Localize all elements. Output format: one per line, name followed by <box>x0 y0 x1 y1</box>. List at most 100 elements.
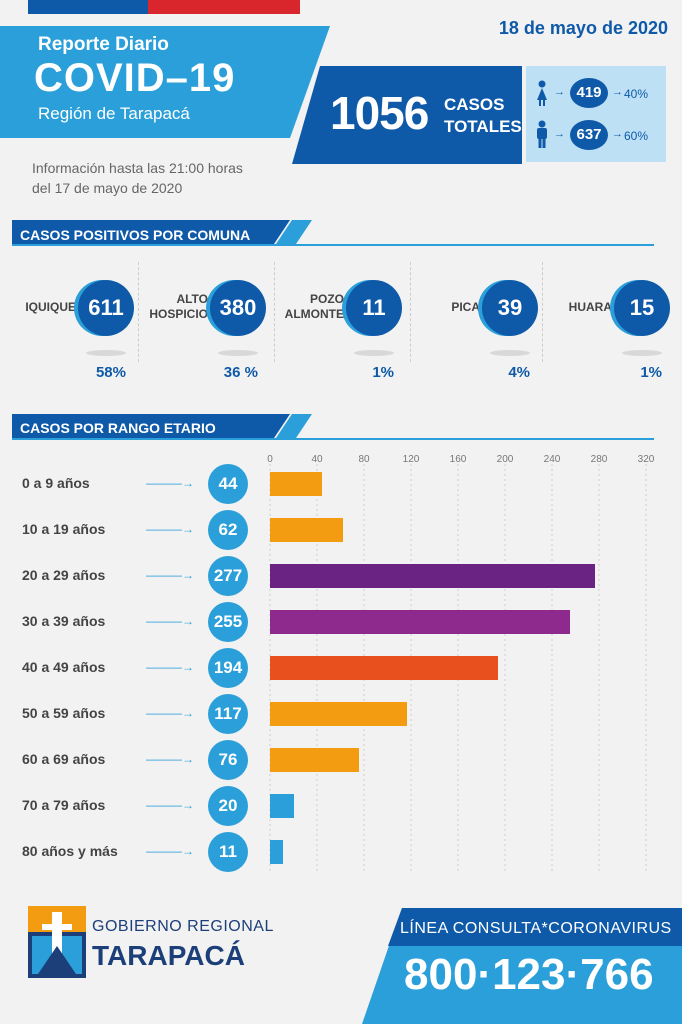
info-line-1: Información hasta las 21:00 horas <box>32 160 243 176</box>
total-cases-number: 1056 <box>330 87 429 139</box>
total-cases-label-2: TOTALES <box>444 117 522 136</box>
age-section-bar <box>12 414 654 440</box>
comuna-name-line1: IQUIQUE <box>25 300 76 314</box>
age-range-label: 40 a 49 años <box>22 659 106 675</box>
comuna-divider <box>410 262 412 362</box>
age-range-label: 0 a 9 años <box>22 475 90 491</box>
comuna-shadow <box>354 350 394 356</box>
comuna-card: ALTO HOSPICIO 380 36 % <box>146 272 266 382</box>
x-tick-label: 320 <box>637 454 655 465</box>
x-tick-label: 200 <box>496 454 514 465</box>
x-tick-label: 240 <box>543 454 561 465</box>
flag-stripe-red <box>148 0 300 14</box>
age-arrow: ———→ <box>146 706 194 720</box>
age-bar <box>270 472 322 496</box>
comuna-pct: 4% <box>508 364 530 381</box>
comuna-pct: 58% <box>95 364 126 381</box>
age-range-label: 50 a 59 años <box>22 705 106 721</box>
age-arrow: ———→ <box>146 798 194 812</box>
comuna-shadow <box>86 350 126 356</box>
report-date: 18 de mayo de 2020 <box>498 18 668 38</box>
age-bar <box>270 610 570 634</box>
age-count: 44 <box>208 464 248 504</box>
comuna-name: POZO ALMONTE <box>274 292 344 322</box>
tarapaca-coat-of-arms-icon <box>28 906 86 978</box>
hotline-label: LÍNEA CONSULTA*CORONAVIRUS <box>400 920 672 937</box>
female-arrow: → <box>554 86 565 98</box>
age-range-label: 30 a 39 años <box>22 613 106 629</box>
age-count: 277 <box>208 556 248 596</box>
male-count: 637 <box>570 120 608 150</box>
x-tick-label: 80 <box>358 454 370 465</box>
age-range-label: 60 a 69 años <box>22 751 106 767</box>
x-tick-label: 0 <box>267 454 273 465</box>
age-bar <box>270 840 283 864</box>
header-background <box>0 26 522 164</box>
male-arrow: → <box>554 128 565 140</box>
age-count: 194 <box>208 648 248 688</box>
age-count: 117 <box>208 694 248 734</box>
age-count: 255 <box>208 602 248 642</box>
comuna-name: PICA <box>410 300 480 315</box>
age-bar <box>270 702 408 726</box>
age-count: 76 <box>208 740 248 780</box>
age-range-label: 70 a 79 años <box>22 797 106 813</box>
comuna-card: POZO ALMONTE 11 1% <box>282 272 402 382</box>
comuna-name-line1: PICA <box>451 300 480 314</box>
age-bar <box>270 564 596 588</box>
age-arrow: ———→ <box>146 522 194 536</box>
comuna-name: HUARA <box>542 300 612 315</box>
comuna-pct: 1% <box>640 364 662 381</box>
comuna-count: 15 <box>614 280 670 336</box>
hotline-number[interactable]: 800·123·766 <box>404 950 654 999</box>
age-arrow: ———→ <box>146 752 194 766</box>
age-arrow: ———→ <box>146 660 194 674</box>
age-arrow: ———→ <box>146 568 194 582</box>
comuna-count: 11 <box>346 280 402 336</box>
age-section-title: CASOS POR RANGO ETARIO <box>20 420 216 436</box>
comuna-name: ALTO HOSPICIO <box>138 292 208 322</box>
female-pct: 40% <box>624 87 649 101</box>
total-cases-label: CASOS TOTALES <box>444 94 522 138</box>
x-tick-label: 120 <box>402 454 420 465</box>
age-count: 11 <box>208 832 248 872</box>
age-bar <box>270 518 343 542</box>
male-pct-arrow: → <box>612 128 623 140</box>
gov-name-big: TARAPACÁ <box>92 940 245 971</box>
report-label: Reporte Diario <box>38 34 169 55</box>
age-count: 62 <box>208 510 248 550</box>
comuna-pct: 36 % <box>223 364 258 381</box>
age-arrow: ———→ <box>146 476 194 490</box>
comuna-shadow <box>622 350 662 356</box>
age-range-label: 20 a 29 años <box>22 567 106 583</box>
comuna-name-line1: HUARA <box>568 300 612 314</box>
comuna-divider <box>274 262 276 362</box>
comuna-pct: 1% <box>372 364 394 381</box>
gender-breakdown: → 419 → 40% → 637 → 60% <box>526 66 666 162</box>
age-arrow: ———→ <box>146 844 194 858</box>
comuna-name-line2: ALMONTE <box>284 307 344 321</box>
comuna-shadow <box>218 350 258 356</box>
phone-box-bg <box>362 908 682 1024</box>
comuna-shadow <box>490 350 530 356</box>
total-cases-label-1: CASOS <box>444 95 505 114</box>
comuna-card: IQUIQUE 611 58% <box>14 272 134 382</box>
female-count: 419 <box>570 78 608 108</box>
male-pct: 60% <box>624 129 649 143</box>
comuna-divider <box>542 262 544 362</box>
comunas-section-bar <box>12 220 654 246</box>
comuna-divider <box>138 262 140 362</box>
age-bar <box>270 794 294 818</box>
comuna-name: IQUIQUE <box>6 300 76 315</box>
x-tick-label: 160 <box>449 454 467 465</box>
age-arrow: ———→ <box>146 614 194 628</box>
gov-name-small: GOBIERNO REGIONAL <box>92 918 274 935</box>
age-bar <box>270 748 360 772</box>
comuna-name-line2: HOSPICIO <box>149 307 208 321</box>
comuna-count: 380 <box>210 280 266 336</box>
age-bar <box>270 656 498 680</box>
age-count: 20 <box>208 786 248 826</box>
info-note: Información hasta las 21:00 horas del 17… <box>32 158 292 198</box>
page-title: COVID–19 <box>34 56 236 100</box>
